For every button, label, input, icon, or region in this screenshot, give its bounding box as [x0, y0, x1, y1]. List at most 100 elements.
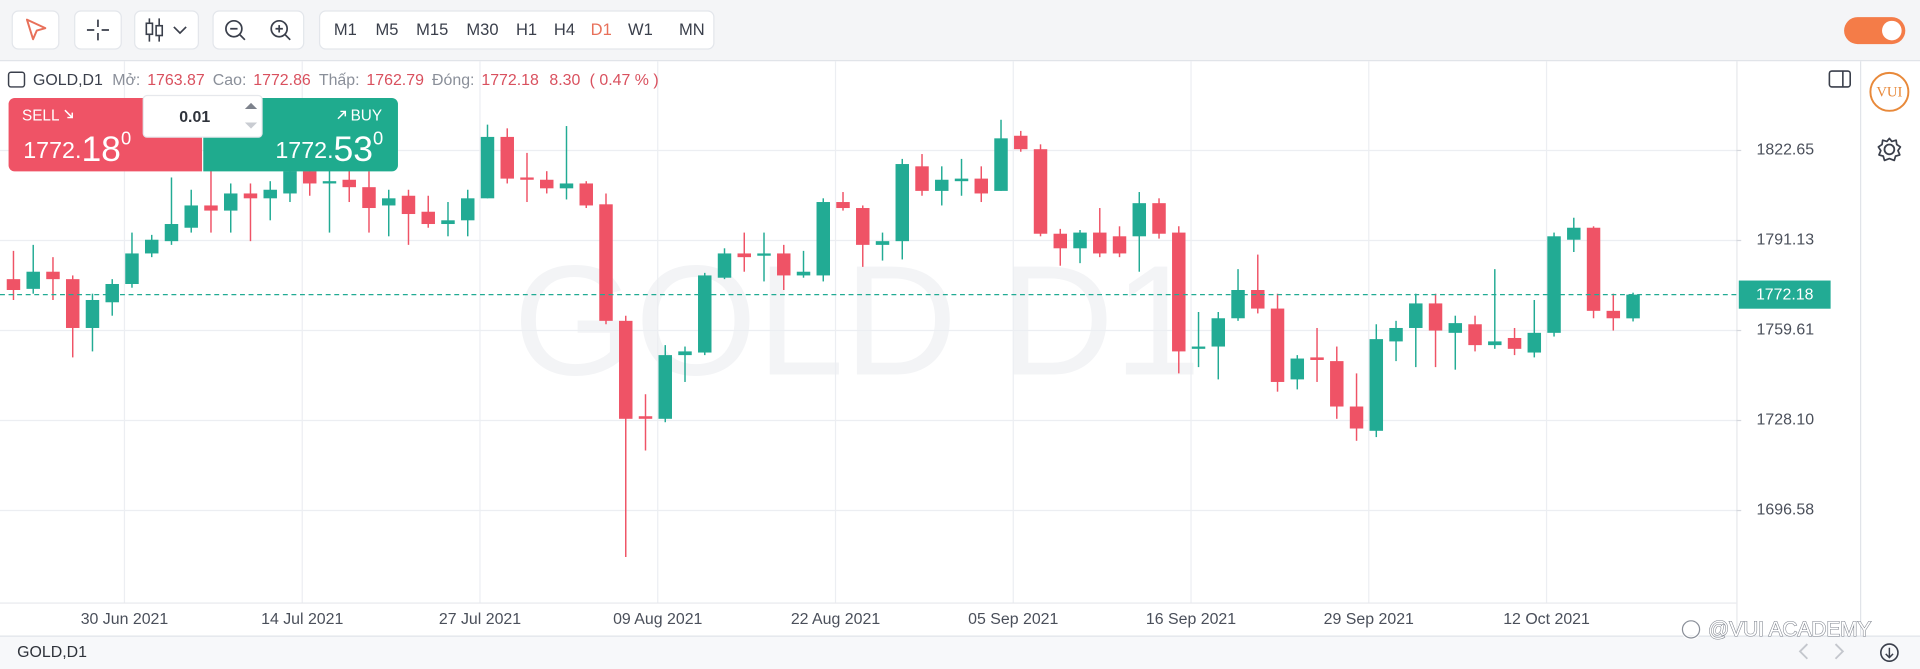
timeframe[interactable]: M30 — [466, 20, 498, 39]
candle-body — [1468, 324, 1482, 346]
buy-price-fraction: 0 — [373, 127, 383, 148]
toggle-switch[interactable] — [1844, 17, 1906, 45]
footer-bar — [0, 635, 1920, 669]
candle-body — [678, 351, 692, 356]
candle-body — [1172, 232, 1186, 352]
volume-input[interactable]: 0.01 — [142, 94, 263, 138]
candle-body — [1191, 346, 1206, 349]
plot — [0, 119, 1737, 558]
candle-body — [105, 283, 119, 303]
y-tick-label: 1759.61 — [1757, 322, 1815, 339]
timeframe[interactable]: M1 — [334, 20, 357, 39]
footer-symbol[interactable]: GOLD,D1 — [17, 644, 87, 661]
candle-body — [6, 279, 21, 290]
candle-body — [1409, 303, 1423, 328]
sell-price: 1772.180 — [23, 127, 131, 169]
candle-body — [1606, 310, 1621, 319]
high-value: 1772.86 — [253, 72, 311, 89]
candle-body — [382, 198, 396, 206]
candle-body — [1547, 236, 1561, 333]
candle-body — [1428, 303, 1443, 331]
candle-body — [1093, 232, 1107, 254]
candle-body — [1231, 289, 1245, 319]
candle-body — [461, 198, 475, 221]
close-label: Đóng: — [432, 72, 474, 89]
candle-body — [1251, 289, 1265, 309]
timeframe-group — [318, 10, 715, 50]
timeframe[interactable]: MN — [679, 20, 705, 39]
candle-body — [1369, 339, 1384, 431]
candle-body — [46, 271, 60, 280]
timeframe-active[interactable]: D1 — [591, 20, 612, 39]
symbol: GOLD,D1 — [33, 72, 103, 89]
x-tick-label: 16 Sep 2021 — [1146, 611, 1236, 628]
candle-body — [441, 220, 455, 225]
timeframe[interactable]: W1 — [628, 20, 653, 39]
candle-body — [1112, 236, 1127, 254]
crosshair-button[interactable] — [74, 10, 122, 50]
x-tick-label: 29 Sep 2021 — [1324, 611, 1414, 628]
scroll-end-button[interactable] — [1880, 643, 1899, 663]
symbol-icon — [7, 71, 26, 88]
candle-body — [1211, 318, 1226, 347]
logo-text: VUI — [1876, 84, 1902, 100]
candle-body — [1586, 227, 1601, 311]
zoom-buttons[interactable] — [212, 10, 305, 50]
layout-icon[interactable] — [1828, 70, 1851, 88]
candle-body — [1389, 327, 1403, 342]
candle-body — [1527, 332, 1542, 353]
candle-body — [1310, 357, 1324, 360]
scroll-left[interactable] — [1798, 643, 1808, 660]
timeframe[interactable]: M15 — [416, 20, 448, 39]
candle-body — [619, 320, 633, 419]
volume: 0.01 — [179, 109, 210, 126]
y-tick-label: 1696.58 — [1757, 502, 1815, 519]
buy-price-base: 1772. — [275, 137, 333, 163]
candle-body — [1488, 341, 1502, 346]
watermark: GOLD D1 — [513, 233, 1201, 408]
candle-body — [1507, 337, 1522, 349]
candle-body — [954, 178, 969, 182]
y-tick-label: 1822.65 — [1757, 142, 1815, 159]
scroll-right[interactable] — [1834, 643, 1845, 660]
sell-label: SELL — [22, 107, 59, 124]
chart-type-button[interactable] — [134, 10, 199, 50]
candle-body — [1073, 232, 1087, 249]
candle-body — [698, 275, 712, 353]
candle-body — [204, 205, 218, 211]
cursor-button[interactable] — [11, 10, 60, 50]
y-tick-label: 1791.13 — [1757, 232, 1815, 249]
candle-body — [65, 279, 80, 328]
timeframe[interactable]: M5 — [375, 20, 398, 39]
buy-price-pips: 53 — [334, 129, 374, 169]
candle-body — [915, 166, 929, 191]
candle-body — [85, 299, 100, 328]
last-price-label: 1772.18 — [1756, 286, 1814, 303]
candle-body — [362, 187, 376, 209]
candle-body — [480, 136, 495, 199]
candle-body — [243, 193, 258, 199]
x-tick-label: 09 Aug 2021 — [613, 611, 702, 628]
candle-body — [322, 181, 337, 184]
candle-body — [223, 193, 238, 211]
candle-body — [1448, 323, 1463, 333]
settings-icon[interactable] — [1877, 137, 1902, 162]
candle-body — [520, 177, 534, 180]
candle-body — [1567, 227, 1581, 240]
credit: @VUI ACADEMY — [1708, 618, 1871, 641]
axes: 1822.65 1791.13 1759.61 1728.10 1696.58 30 Ju… — [81, 142, 1831, 628]
ohlc-header: GOLD,D1 Mở: 1763.87 Cao: 1772.86 Thấp: 1… — [33, 72, 659, 89]
candle-body — [164, 224, 179, 242]
candle-body — [638, 416, 653, 419]
candle-body — [283, 171, 297, 194]
timeframe[interactable]: H4 — [554, 20, 575, 39]
x-tick-label: 14 Jul 2021 — [261, 611, 343, 628]
high-label: Cao: — [213, 72, 247, 89]
candle-body — [935, 179, 949, 191]
credit-watermark: @VUI ACADEMY — [1680, 618, 1872, 642]
candle-body — [895, 164, 909, 242]
candle-body — [579, 183, 593, 206]
y-tick-label: 1728.10 — [1757, 412, 1815, 429]
timeframe[interactable]: H1 — [516, 20, 537, 39]
